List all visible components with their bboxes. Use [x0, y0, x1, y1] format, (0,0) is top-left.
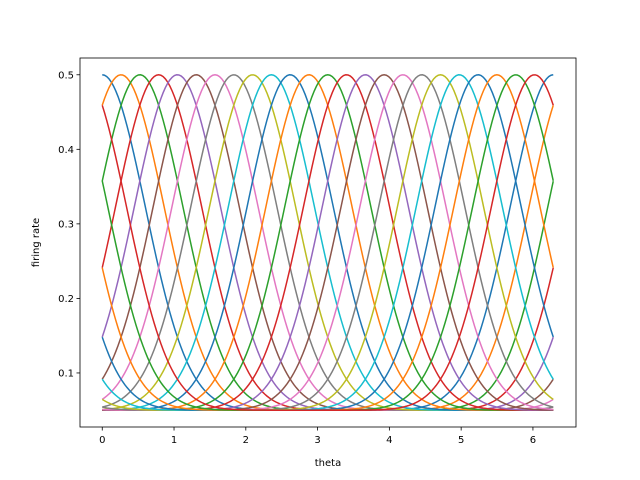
x-tick-label: 3 [314, 435, 320, 446]
x-tick-label: 5 [458, 435, 464, 446]
x-tick-label: 4 [386, 435, 392, 446]
y-tick-label: 0.4 [58, 145, 74, 156]
series-line-24 [101, 74, 554, 411]
y-axis-label: firing rate [31, 218, 42, 267]
x-tick-label: 0 [99, 435, 105, 446]
y-tick-label: 0.3 [58, 219, 74, 230]
y-tick-label: 0.1 [58, 368, 74, 379]
y-axis: 0.1 0.2 0.3 0.4 0.5 [58, 70, 80, 379]
x-axis-label: theta [315, 458, 341, 469]
x-tick-label: 2 [243, 435, 249, 446]
x-axis: 0 1 2 3 4 5 6 [99, 427, 536, 446]
y-tick-label: 0.5 [58, 70, 74, 81]
plot-lines [101, 74, 554, 411]
y-tick-label: 0.2 [58, 294, 74, 305]
axes-frame [79, 57, 577, 428]
x-tick-label: 1 [171, 435, 177, 446]
x-tick-label: 6 [530, 435, 536, 446]
